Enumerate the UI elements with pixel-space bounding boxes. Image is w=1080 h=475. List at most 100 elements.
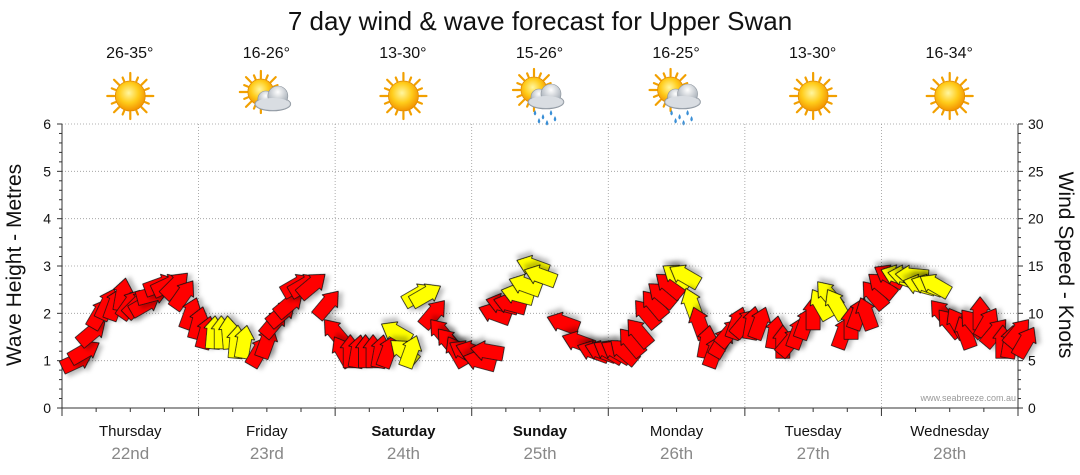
day-date-label: 23rd [250, 444, 284, 463]
left-tick-label: 3 [43, 258, 51, 274]
sun-ray [417, 87, 424, 91]
sun-ray [954, 109, 959, 116]
sun-ray [940, 76, 945, 83]
day-name-label: Tuesday [785, 423, 842, 440]
day-labels: Thursday 22nd Friday 23rd Saturday 24th Sunday… [99, 423, 990, 463]
day-date-label: 22nd [111, 444, 149, 463]
day-date-label: 24th [387, 444, 420, 463]
wind-arrow [627, 319, 655, 350]
sun-disc [114, 80, 146, 112]
sun-ray [265, 74, 269, 81]
sun-ray [818, 76, 822, 83]
sun-ray [526, 72, 530, 79]
sun-icon [789, 71, 838, 121]
sun-ray [383, 87, 390, 91]
sun-ray [269, 76, 277, 84]
wind-arrow [747, 306, 771, 342]
sun-rays [379, 71, 428, 121]
sun-ray [932, 78, 940, 86]
cloud-fill [255, 98, 290, 110]
rain-drop [545, 120, 549, 126]
cloud-shape [527, 83, 565, 110]
sun-ray [518, 98, 526, 106]
sun-ray [823, 78, 831, 86]
right-tick-label: 15 [1028, 258, 1044, 274]
sun-ray [394, 109, 399, 116]
sun-ray [963, 87, 970, 91]
sun-cloud-rain-icon [648, 67, 701, 126]
wind-arrow-shape [669, 264, 703, 291]
rain-drop [678, 114, 681, 120]
sun-ray [804, 109, 809, 116]
sun-disc [934, 80, 966, 112]
sun-ray [121, 76, 126, 83]
wind-arrow-shape [381, 321, 414, 348]
temperature-label: 16-34° [926, 45, 973, 62]
sun-ray [954, 76, 959, 83]
rain-drops [670, 110, 693, 126]
sun-ray [243, 84, 250, 88]
sun-cloud-icon [238, 69, 292, 115]
temperature-label: 13-30° [789, 45, 836, 62]
sun-ray [408, 76, 413, 83]
right-tick-label: 0 [1028, 400, 1036, 416]
wind-arrow-shape [311, 290, 339, 322]
rain-drop [682, 120, 685, 126]
sun-ray [804, 76, 809, 83]
day-date-label: 27th [797, 444, 830, 463]
day-name-label: Thursday [99, 423, 162, 440]
wind-arrow-shape [978, 319, 1007, 350]
day-date-label: 26th [660, 444, 693, 463]
wind-arrow-shape [470, 340, 505, 362]
sun-ray [383, 101, 390, 105]
right-tick-label: 20 [1028, 211, 1044, 227]
sun-ray [795, 106, 803, 114]
sun-ray [143, 101, 150, 105]
sun-ray [930, 101, 937, 105]
sun-ray [516, 82, 523, 86]
chart-title: 7 day wind & wave forecast for Upper Swa… [288, 6, 792, 36]
sun-ray [135, 76, 140, 83]
wind-arrow [381, 321, 414, 348]
wind-arrow [855, 297, 879, 332]
left-tick-label: 6 [43, 116, 51, 132]
sun-ray [386, 106, 394, 114]
sun-ray [940, 109, 945, 116]
sun-ray [823, 106, 831, 114]
sun-ray [654, 74, 662, 82]
sun-ray [413, 106, 421, 114]
day-name-label: Wednesday [910, 423, 989, 440]
sun-ray [121, 109, 126, 116]
day-name-label: Saturday [371, 423, 436, 440]
rain-drops [533, 110, 557, 126]
wind-arrow [398, 335, 422, 370]
sun-ray [826, 101, 833, 105]
sun-ray [662, 72, 667, 79]
sun-ray [417, 101, 424, 105]
sun-ray [408, 109, 413, 116]
sun-ray [542, 74, 550, 82]
sun-ray [538, 72, 542, 79]
wind-arrow-shape [167, 280, 194, 313]
sun-ray [386, 78, 394, 86]
temperature-label: 26-35° [106, 45, 153, 62]
sun-icon [379, 71, 428, 121]
wind-arrow-shape [919, 274, 953, 300]
sun-ray [140, 106, 148, 114]
sun-ray [516, 94, 523, 98]
daily-forecast-header: 26-35° 16-26° 13-30° 15-26° 16-25° 13-30° 16-3… [106, 45, 974, 126]
sun-ray [518, 74, 526, 82]
wind-arrow [417, 300, 445, 331]
sun-ray [252, 74, 257, 81]
wind-arrow-shape [294, 273, 326, 302]
rain-drop [533, 110, 537, 116]
wind-arrow-shape [546, 311, 582, 336]
sun-ray [930, 87, 937, 91]
sun-ray [674, 72, 679, 79]
left-axis-label: Wave Height - Metres [3, 164, 26, 366]
wind-arrow [919, 274, 953, 300]
sun-ray [959, 78, 968, 86]
right-tick-label: 10 [1028, 305, 1044, 321]
sun-rays [789, 71, 838, 121]
wind-arrow [167, 280, 194, 313]
